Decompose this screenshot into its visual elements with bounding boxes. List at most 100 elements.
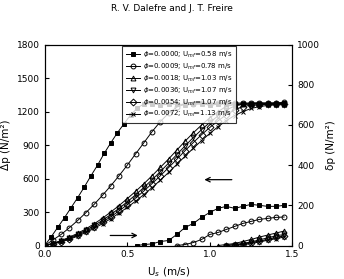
$\phi$=0.0000; U$_{mf}$=0.58 m/s (233, 103, 237, 106)
$\phi$=0.0000; U$_{mf}$=0.58 m/s (224, 102, 228, 105)
$\phi$=0.0072; U$_{mf}$=1.13 m/s (200, 139, 204, 142)
$\phi$=0.0072; U$_{mf}$=1.13 m/s (191, 146, 195, 150)
$\phi$=0.0072; U$_{mf}$=1.13 m/s (67, 238, 72, 241)
$\phi$=0.0054; U$_{mf}$=1.07 m/s (175, 158, 179, 161)
$\phi$=0.0072; U$_{mf}$=1.13 m/s (150, 186, 154, 189)
Y-axis label: δp (N/m²): δp (N/m²) (326, 120, 336, 170)
Line: $\phi$=0.0072; U$_{mf}$=1.13 m/s: $\phi$=0.0072; U$_{mf}$=1.13 m/s (42, 102, 287, 248)
$\phi$=0.0054; U$_{mf}$=1.07 m/s (43, 244, 47, 247)
$\phi$=0.0009; U$_{mf}$=0.78 m/s (191, 102, 195, 105)
$\phi$=0.0000; U$_{mf}$=0.58 m/s (142, 102, 146, 105)
$\phi$=0.0000; U$_{mf}$=0.58 m/s (135, 107, 139, 110)
$\phi$=0.0018; U$_{mf}$=1.03 m/s (76, 232, 80, 235)
$\phi$=0.0018; U$_{mf}$=1.03 m/s (274, 102, 278, 105)
$\phi$=0.0009; U$_{mf}$=0.78 m/s (109, 184, 113, 187)
$\phi$=0.0054; U$_{mf}$=1.07 m/s (266, 103, 270, 106)
$\phi$=0.0036; U$_{mf}$=1.07 m/s (117, 207, 121, 210)
$\phi$=0.0000; U$_{mf}$=0.58 m/s (183, 103, 187, 106)
$\phi$=0.0054; U$_{mf}$=1.07 m/s (249, 104, 253, 107)
$\phi$=0.0000; U$_{mf}$=0.58 m/s (76, 196, 80, 199)
Line: $\phi$=0.0054; U$_{mf}$=1.07 m/s: $\phi$=0.0054; U$_{mf}$=1.07 m/s (42, 102, 287, 248)
$\phi$=0.0009; U$_{mf}$=0.78 m/s (183, 102, 187, 106)
$\phi$=0.0072; U$_{mf}$=1.13 m/s (92, 227, 96, 230)
$\phi$=0.0036; U$_{mf}$=1.07 m/s (166, 162, 171, 165)
$\phi$=0.0054; U$_{mf}$=1.07 m/s (109, 215, 113, 218)
$\phi$=0.0000; U$_{mf}$=0.58 m/s (282, 102, 286, 105)
$\phi$=0.0072; U$_{mf}$=1.13 m/s (183, 155, 187, 158)
$\phi$=0.0054; U$_{mf}$=1.07 m/s (241, 105, 245, 108)
$\phi$=0.0009; U$_{mf}$=0.78 m/s (150, 130, 154, 133)
$\phi$=0.0000; U$_{mf}$=0.58 m/s (122, 122, 126, 126)
$\phi$=0.0072; U$_{mf}$=1.13 m/s (224, 119, 228, 122)
$\phi$=0.0054; U$_{mf}$=1.07 m/s (183, 149, 187, 152)
$\phi$=0.0018; U$_{mf}$=1.03 m/s (150, 174, 154, 177)
$\phi$=0.0072; U$_{mf}$=1.13 m/s (166, 171, 171, 174)
$\phi$=0.0000; U$_{mf}$=0.58 m/s (216, 103, 220, 106)
$\phi$=0.0018; U$_{mf}$=1.03 m/s (233, 103, 237, 106)
$\phi$=0.0072; U$_{mf}$=1.13 m/s (216, 125, 220, 128)
$\phi$=0.0036; U$_{mf}$=1.07 m/s (51, 242, 55, 245)
$\phi$=0.0036; U$_{mf}$=1.07 m/s (92, 224, 96, 227)
$\phi$=0.0000; U$_{mf}$=0.58 m/s (257, 102, 261, 105)
$\phi$=0.0054; U$_{mf}$=1.07 m/s (233, 108, 237, 112)
$\phi$=0.0000; U$_{mf}$=0.58 m/s (102, 152, 106, 155)
$\phi$=0.0000; U$_{mf}$=0.58 m/s (158, 103, 162, 107)
$\phi$=0.0072; U$_{mf}$=1.13 m/s (158, 179, 162, 182)
$\phi$=0.0018; U$_{mf}$=1.03 m/s (166, 157, 171, 161)
$\phi$=0.0036; U$_{mf}$=1.07 m/s (274, 102, 278, 105)
$\phi$=0.0036; U$_{mf}$=1.07 m/s (133, 193, 138, 196)
$\phi$=0.0036; U$_{mf}$=1.07 m/s (191, 136, 195, 139)
$\phi$=0.0018; U$_{mf}$=1.03 m/s (125, 197, 129, 200)
$\phi$=0.0018; U$_{mf}$=1.03 m/s (133, 190, 138, 193)
$\phi$=0.0000; U$_{mf}$=0.58 m/s (150, 102, 154, 105)
Text: R. V. Dalefre and J. T. Freire: R. V. Dalefre and J. T. Freire (111, 4, 233, 13)
$\phi$=0.0000; U$_{mf}$=0.58 m/s (241, 102, 245, 106)
$\phi$=0.0054; U$_{mf}$=1.07 m/s (200, 133, 204, 136)
$\phi$=0.0009; U$_{mf}$=0.78 m/s (249, 101, 253, 105)
$\phi$=0.0036; U$_{mf}$=1.07 m/s (59, 239, 63, 243)
$\phi$=0.0054; U$_{mf}$=1.07 m/s (100, 220, 105, 224)
$\phi$=0.0036; U$_{mf}$=1.07 m/s (241, 103, 245, 106)
$\phi$=0.0018; U$_{mf}$=1.03 m/s (142, 182, 146, 186)
$\phi$=0.0036; U$_{mf}$=1.07 m/s (183, 144, 187, 148)
$\phi$=0.0054; U$_{mf}$=1.07 m/s (282, 102, 286, 106)
$\phi$=0.0009; U$_{mf}$=0.78 m/s (241, 102, 245, 105)
$\phi$=0.0072; U$_{mf}$=1.13 m/s (274, 103, 278, 107)
$\phi$=0.0009; U$_{mf}$=0.78 m/s (67, 226, 72, 229)
$\phi$=0.0072; U$_{mf}$=1.13 m/s (175, 163, 179, 166)
$\phi$=0.0009; U$_{mf}$=0.78 m/s (166, 112, 171, 115)
$\phi$=0.0036; U$_{mf}$=1.07 m/s (175, 153, 179, 156)
$\phi$=0.0054; U$_{mf}$=1.07 m/s (51, 242, 55, 246)
$\phi$=0.0009; U$_{mf}$=0.78 m/s (59, 233, 63, 236)
$\phi$=0.0018; U$_{mf}$=1.03 m/s (51, 242, 55, 245)
$\phi$=0.0072; U$_{mf}$=1.13 m/s (266, 104, 270, 107)
$\phi$=0.0018; U$_{mf}$=1.03 m/s (224, 105, 228, 108)
$\phi$=0.0018; U$_{mf}$=1.03 m/s (200, 123, 204, 127)
$\phi$=0.0072; U$_{mf}$=1.13 m/s (43, 244, 47, 247)
$\phi$=0.0000; U$_{mf}$=0.58 m/s (274, 102, 278, 105)
$\phi$=0.0054; U$_{mf}$=1.07 m/s (150, 182, 154, 185)
Line: $\phi$=0.0009; U$_{mf}$=0.78 m/s: $\phi$=0.0009; U$_{mf}$=0.78 m/s (42, 100, 287, 248)
$\phi$=0.0000; U$_{mf}$=0.58 m/s (56, 225, 60, 229)
$\phi$=0.0072; U$_{mf}$=1.13 m/s (125, 206, 129, 209)
$\phi$=0.0018; U$_{mf}$=1.03 m/s (67, 235, 72, 239)
$\phi$=0.0054; U$_{mf}$=1.07 m/s (76, 234, 80, 237)
$\phi$=0.0000; U$_{mf}$=0.58 m/s (115, 131, 119, 134)
$\phi$=0.0054; U$_{mf}$=1.07 m/s (142, 189, 146, 193)
$\phi$=0.0036; U$_{mf}$=1.07 m/s (224, 108, 228, 112)
$\phi$=0.0072; U$_{mf}$=1.13 m/s (117, 211, 121, 215)
$\phi$=0.0018; U$_{mf}$=1.03 m/s (59, 239, 63, 242)
$\phi$=0.0018; U$_{mf}$=1.03 m/s (117, 204, 121, 207)
$\phi$=0.0000; U$_{mf}$=0.58 m/s (191, 103, 195, 106)
$\phi$=0.0072; U$_{mf}$=1.13 m/s (282, 103, 286, 106)
$\phi$=0.0036; U$_{mf}$=1.07 m/s (150, 178, 154, 181)
$\phi$=0.0009; U$_{mf}$=0.78 m/s (76, 219, 80, 222)
$\phi$=0.0054; U$_{mf}$=1.07 m/s (92, 225, 96, 229)
$\phi$=0.0072; U$_{mf}$=1.13 m/s (84, 231, 88, 234)
$\phi$=0.0072; U$_{mf}$=1.13 m/s (59, 240, 63, 244)
$\phi$=0.0009; U$_{mf}$=0.78 m/s (233, 101, 237, 105)
$\phi$=0.0036; U$_{mf}$=1.07 m/s (233, 104, 237, 108)
$\phi$=0.0000; U$_{mf}$=0.58 m/s (266, 102, 270, 106)
$\phi$=0.0036; U$_{mf}$=1.07 m/s (158, 170, 162, 173)
$\phi$=0.0054; U$_{mf}$=1.07 m/s (166, 166, 171, 169)
